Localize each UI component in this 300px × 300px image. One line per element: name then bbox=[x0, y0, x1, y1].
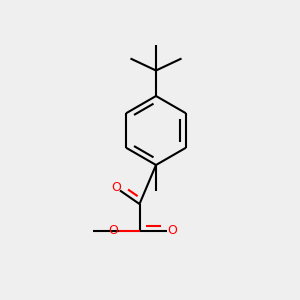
Text: O: O bbox=[167, 224, 177, 238]
Text: O: O bbox=[112, 181, 121, 194]
Text: O: O bbox=[108, 224, 118, 238]
